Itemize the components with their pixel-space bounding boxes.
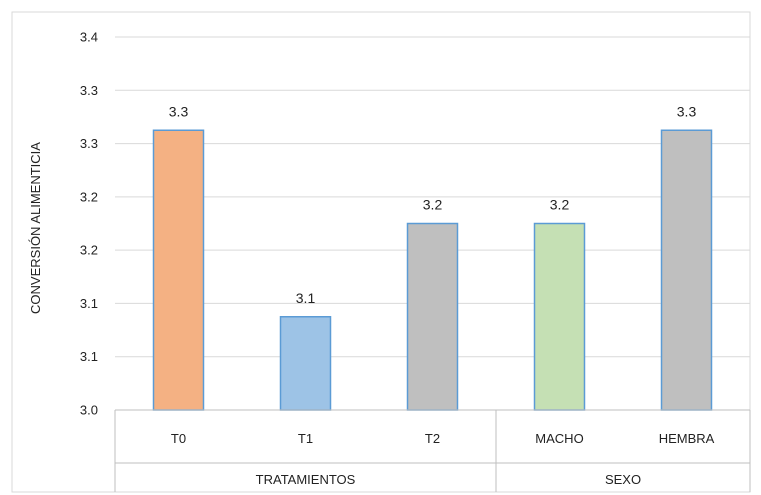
bar: [152, 129, 205, 411]
y-tick-label: 3.1: [80, 349, 98, 364]
y-tick-label: 3.3: [80, 83, 98, 98]
data-label: 3.2: [550, 197, 570, 213]
x-tick-label: T0: [171, 431, 186, 446]
chart-frame: [11, 11, 751, 493]
y-tick-labels: 3.0 3.1 3.1 3.2 3.2 3.3 3.3 3.4: [80, 30, 98, 418]
bar: [660, 129, 713, 411]
y-tick-label: 3.1: [80, 296, 98, 311]
data-label: 3.3: [677, 103, 697, 119]
data-label: 3.2: [423, 197, 443, 213]
data-labels: 3.3 3.1 3.2 3.2 3.3: [169, 103, 697, 306]
data-label: 3.1: [296, 290, 316, 306]
y-axis-title: CONVERSIÓN ALIMENTICIA: [28, 142, 43, 314]
bar: [406, 222, 459, 411]
x-axis: T0 T1 T2 MACHO HEMBRA TRATAMIENTOS SEXO: [114, 409, 751, 492]
x-tick-label: T2: [425, 431, 440, 446]
bar: [533, 222, 586, 411]
y-tick-label: 3.2: [80, 189, 98, 204]
x-tick-label: HEMBRA: [659, 431, 715, 446]
data-label: 3.3: [169, 103, 189, 119]
bars: [152, 129, 713, 411]
x-tick-label: T1: [298, 431, 313, 446]
y-tick-label: 3.2: [80, 243, 98, 258]
bar: [279, 316, 332, 411]
y-tick-label: 3.4: [80, 30, 98, 45]
x-group-label: TRATAMIENTOS: [256, 472, 356, 487]
y-tick-label: 3.3: [80, 136, 98, 151]
x-group-label: SEXO: [605, 472, 641, 487]
y-tick-label: 3.0: [80, 403, 98, 418]
x-tick-label: MACHO: [535, 431, 583, 446]
